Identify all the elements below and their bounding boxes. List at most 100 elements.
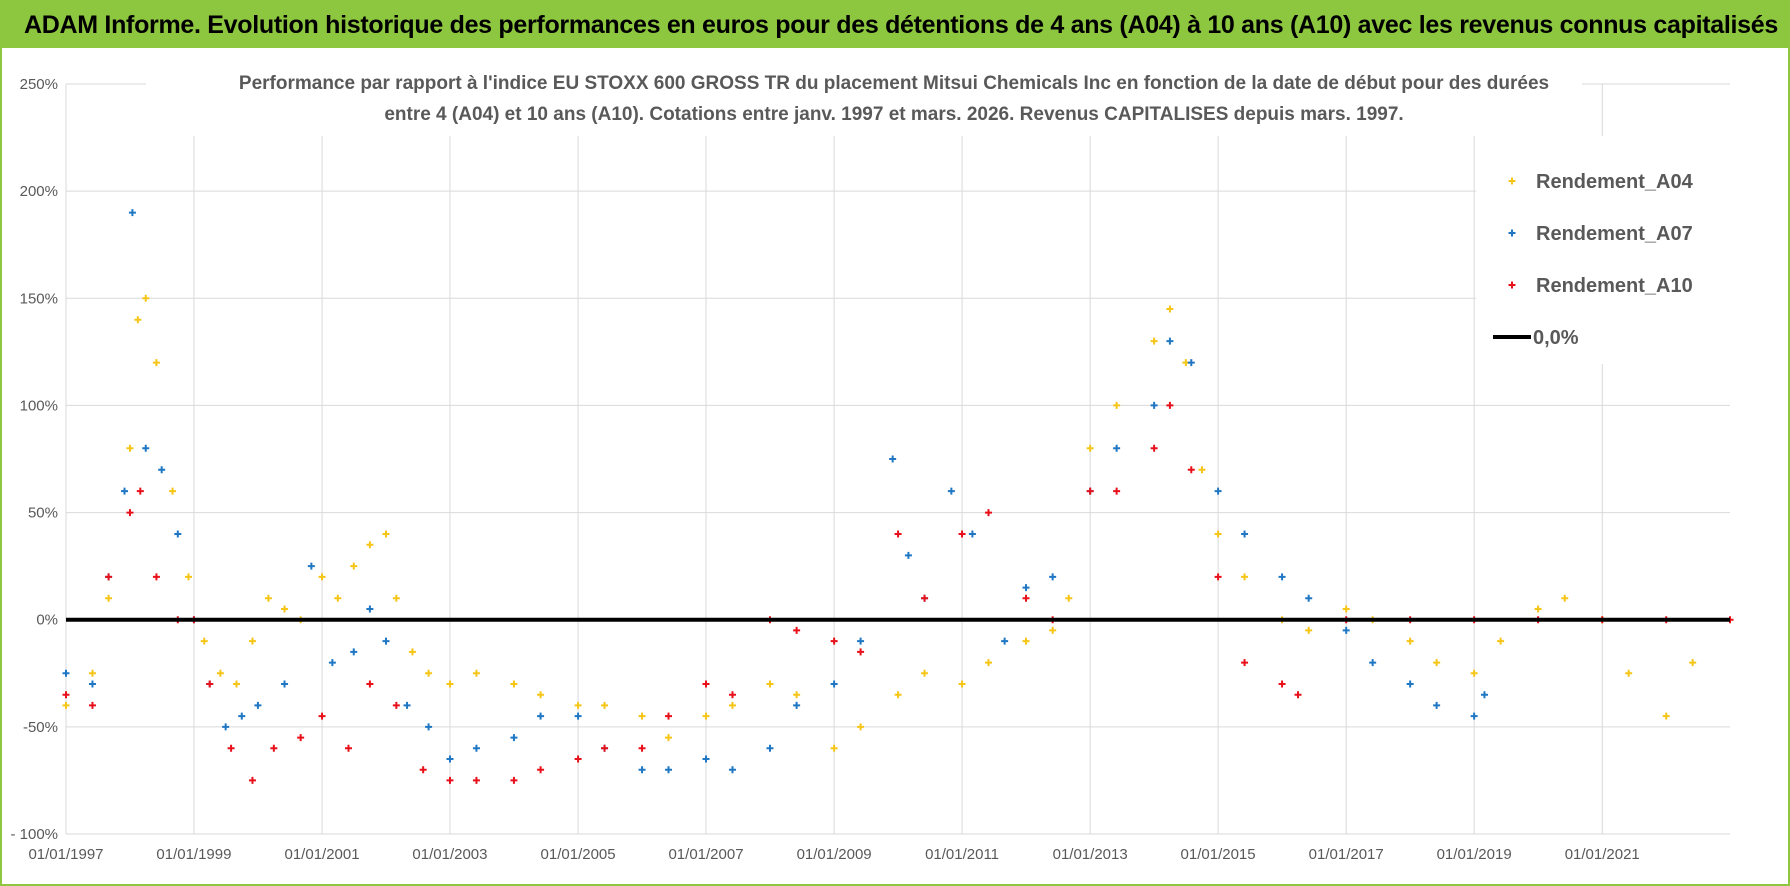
- data-point: [238, 712, 246, 720]
- data-point: [1001, 637, 1009, 645]
- data-point: [728, 701, 736, 709]
- data-point: [638, 766, 646, 774]
- data-point: [472, 669, 480, 677]
- data-point: [403, 701, 411, 709]
- data-point: [248, 776, 256, 784]
- x-tick-label: 01/01/2019: [1437, 846, 1512, 863]
- data-point: [1433, 659, 1441, 667]
- data-point: [1689, 659, 1697, 667]
- data-point: [248, 637, 256, 645]
- data-point: [665, 766, 673, 774]
- data-point: [419, 766, 427, 774]
- x-tick-label: 01/01/2015: [1181, 846, 1256, 863]
- data-point: [904, 551, 912, 559]
- data-point: [1534, 605, 1542, 613]
- data-point: [921, 669, 929, 677]
- data-point: [1022, 594, 1030, 602]
- data-point: [601, 744, 609, 752]
- data-point: [1113, 401, 1121, 409]
- x-tick-label: 01/01/2013: [1053, 846, 1128, 863]
- data-point: [1278, 680, 1286, 688]
- data-point: [185, 573, 192, 581]
- data-point: [216, 669, 224, 677]
- x-tick-label: 01/01/2001: [285, 846, 360, 863]
- y-tick-label: 200%: [20, 183, 58, 200]
- data-point: [793, 626, 801, 634]
- data-point: [158, 466, 166, 474]
- data-point: [1497, 637, 1505, 645]
- data-point: [142, 294, 150, 302]
- data-point: [665, 712, 673, 720]
- data-point: [152, 573, 160, 581]
- data-point: [1369, 659, 1377, 667]
- data-point: [425, 669, 433, 677]
- data-point: [328, 659, 336, 667]
- x-tick-label: 01/01/2017: [1309, 846, 1384, 863]
- data-point: [270, 744, 278, 752]
- data-point: [793, 691, 801, 699]
- data-point: [62, 669, 70, 677]
- data-point: [446, 680, 454, 688]
- data-point: [889, 455, 897, 463]
- data-point: [638, 744, 646, 752]
- data-point: [1305, 594, 1313, 602]
- data-point: [766, 680, 774, 688]
- data-point: [574, 755, 582, 763]
- y-tick-label: 100%: [20, 397, 58, 414]
- legend-plus-marker: [1508, 281, 1516, 289]
- data-point: [830, 744, 838, 752]
- data-point: [1166, 305, 1174, 313]
- data-point: [392, 594, 400, 602]
- data-point: [947, 487, 955, 495]
- data-point: [702, 712, 710, 720]
- data-point: [318, 712, 326, 720]
- data-point: [88, 669, 96, 677]
- x-tick-label: 01/01/1997: [28, 846, 103, 863]
- data-point: [702, 755, 710, 763]
- legend-label: Rendement_A07: [1536, 223, 1693, 245]
- data-point: [1150, 337, 1158, 345]
- data-point: [1049, 573, 1057, 581]
- legend-label: Rendement_A04: [1536, 171, 1694, 193]
- data-point: [152, 359, 160, 367]
- data-point: [857, 723, 865, 731]
- y-tick-label: 150%: [20, 290, 58, 307]
- y-tick-label: 0%: [36, 612, 58, 629]
- data-point: [537, 712, 545, 720]
- data-point: [446, 755, 454, 763]
- data-point: [985, 509, 993, 517]
- data-point: [105, 594, 113, 602]
- legend-label: Rendement_A10: [1536, 275, 1693, 297]
- data-point: [1342, 626, 1350, 634]
- data-point: [1198, 466, 1206, 474]
- data-point: [126, 509, 134, 517]
- data-point: [728, 766, 736, 774]
- data-point: [254, 701, 262, 709]
- data-point: [366, 680, 374, 688]
- data-point: [472, 776, 480, 784]
- data-point: [1049, 626, 1057, 634]
- data-point: [1241, 530, 1249, 538]
- data-point: [318, 573, 326, 581]
- data-point: [830, 680, 838, 688]
- chart-title-line-2: entre 4 (A04) et 10 ans (A10). Cotations…: [384, 104, 1403, 125]
- legend-label: 0,0%: [1533, 327, 1579, 349]
- data-point: [728, 691, 736, 699]
- data-point: [350, 648, 358, 656]
- data-point: [345, 744, 353, 752]
- report-banner: ADAM Informe. Evolution historique des p…: [2, 2, 1788, 48]
- data-point: [88, 701, 96, 709]
- data-point: [1065, 594, 1073, 602]
- banner-title: ADAM Informe. Evolution historique des p…: [24, 10, 1778, 39]
- data-point: [281, 680, 289, 688]
- data-point: [574, 701, 582, 709]
- data-point: [1187, 466, 1195, 474]
- y-tick-label: - 100%: [10, 826, 58, 843]
- data-point: [1470, 669, 1478, 677]
- data-point: [510, 680, 518, 688]
- data-point: [126, 444, 134, 452]
- data-point: [1241, 659, 1249, 667]
- title-backdrop: [146, 68, 1582, 136]
- x-tick-label: 01/01/2011: [925, 846, 999, 863]
- data-point: [307, 562, 315, 570]
